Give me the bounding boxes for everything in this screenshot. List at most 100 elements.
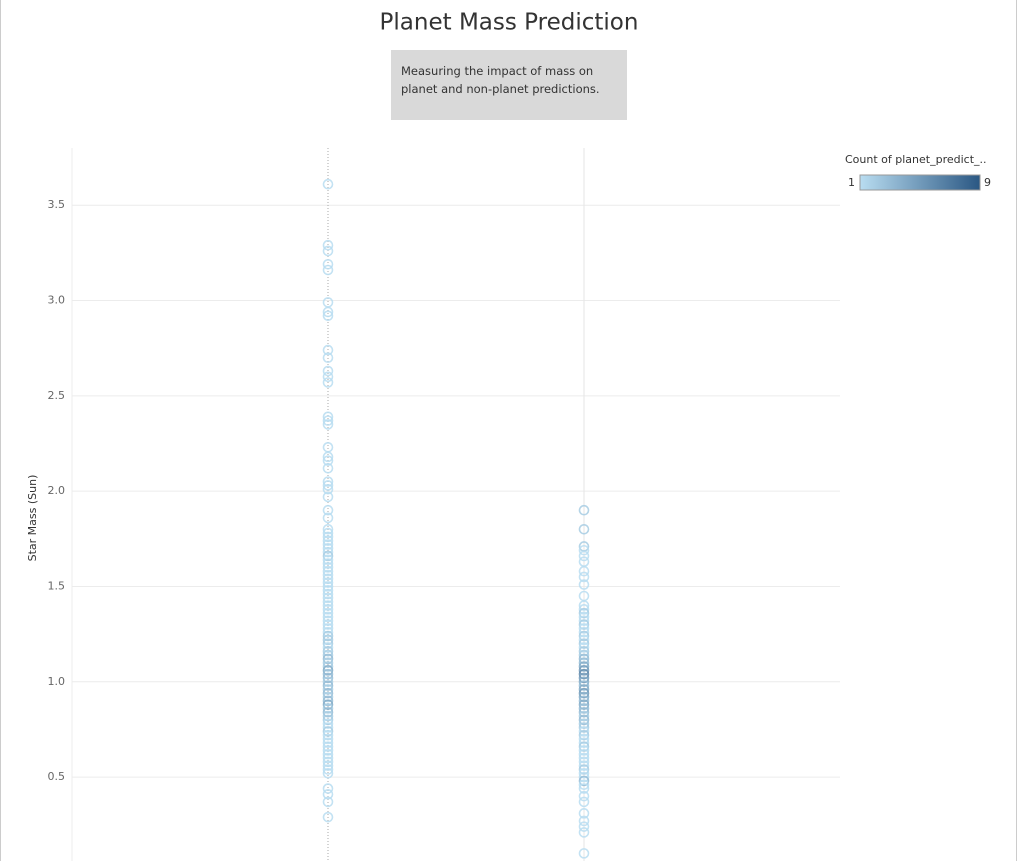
point	[322, 604, 334, 615]
point	[578, 623, 590, 634]
point	[322, 344, 334, 356]
point	[322, 491, 334, 503]
point	[578, 687, 590, 699]
point	[322, 352, 334, 364]
point	[322, 642, 334, 653]
point	[578, 821, 590, 832]
point	[578, 703, 590, 714]
point	[578, 748, 590, 760]
point	[322, 626, 334, 638]
point	[322, 365, 334, 377]
point	[578, 550, 590, 562]
point	[322, 577, 334, 588]
point	[578, 680, 590, 691]
point	[578, 827, 590, 838]
point	[322, 596, 334, 608]
point	[578, 607, 590, 619]
point	[322, 748, 334, 760]
point	[578, 726, 590, 737]
point	[578, 775, 590, 787]
point	[322, 699, 334, 710]
point	[578, 779, 590, 791]
point	[322, 665, 334, 676]
point	[322, 645, 334, 657]
point	[322, 565, 334, 577]
point	[322, 733, 334, 745]
point	[322, 783, 334, 794]
point	[322, 264, 334, 276]
point	[322, 638, 334, 649]
point	[322, 737, 334, 749]
point	[578, 626, 590, 638]
point	[322, 623, 334, 634]
point	[578, 796, 590, 808]
point	[578, 745, 590, 756]
point	[578, 665, 590, 676]
point	[322, 796, 334, 808]
point	[322, 703, 334, 714]
point	[322, 760, 334, 771]
point	[578, 848, 590, 859]
point	[322, 788, 334, 800]
point	[322, 592, 334, 604]
point	[322, 588, 334, 600]
point	[322, 649, 334, 661]
point	[578, 695, 590, 707]
point	[322, 714, 334, 726]
point	[578, 722, 590, 733]
point	[322, 480, 334, 491]
point	[322, 546, 334, 558]
point	[322, 630, 334, 642]
point	[322, 371, 334, 383]
point	[322, 476, 334, 487]
point	[322, 756, 334, 768]
point	[578, 729, 590, 741]
point	[322, 619, 334, 630]
point	[322, 239, 334, 251]
point	[578, 752, 590, 764]
point	[322, 811, 334, 823]
point	[578, 764, 590, 775]
legend-max: 9	[984, 176, 991, 189]
point	[578, 504, 590, 516]
point	[322, 306, 334, 318]
point	[322, 245, 334, 257]
point	[578, 699, 590, 710]
y-tick-label: 3.5	[48, 198, 66, 211]
point	[322, 657, 334, 669]
point	[322, 764, 334, 775]
point	[578, 768, 590, 779]
point	[322, 455, 334, 466]
point	[578, 783, 590, 794]
point	[322, 691, 334, 703]
point	[578, 676, 590, 688]
point	[578, 630, 590, 642]
point	[578, 565, 590, 577]
point	[322, 687, 334, 699]
point	[322, 718, 334, 730]
point	[322, 706, 334, 718]
point	[322, 573, 334, 585]
point	[578, 808, 590, 819]
point	[322, 554, 334, 566]
point	[322, 411, 334, 423]
point	[322, 535, 334, 547]
legend-min: 1	[848, 176, 855, 189]
point	[578, 815, 590, 827]
point	[322, 672, 334, 684]
point	[578, 600, 590, 611]
point	[322, 523, 334, 535]
point	[578, 653, 590, 665]
point	[322, 768, 334, 779]
y-axis-label: Star Mass (Sun)	[26, 475, 39, 562]
point	[578, 710, 590, 722]
point	[322, 512, 334, 524]
point	[322, 684, 334, 695]
y-tick-label: 3.0	[48, 294, 66, 307]
point	[578, 718, 590, 730]
point	[322, 584, 334, 596]
point	[322, 442, 334, 453]
point	[578, 604, 590, 615]
